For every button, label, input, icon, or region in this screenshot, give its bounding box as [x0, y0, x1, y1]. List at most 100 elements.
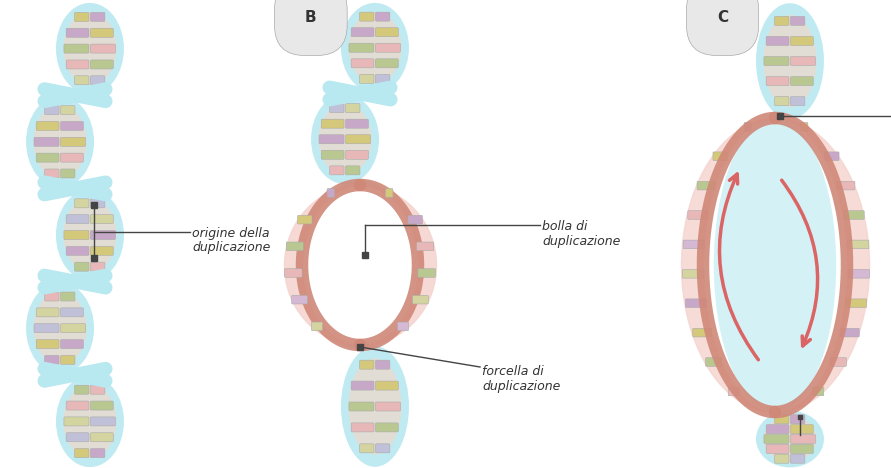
FancyBboxPatch shape	[375, 381, 398, 390]
FancyBboxPatch shape	[417, 242, 434, 251]
FancyBboxPatch shape	[375, 444, 390, 453]
FancyBboxPatch shape	[61, 292, 75, 301]
Ellipse shape	[764, 417, 816, 461]
FancyBboxPatch shape	[91, 28, 113, 37]
Ellipse shape	[311, 95, 379, 184]
Ellipse shape	[318, 103, 372, 175]
FancyBboxPatch shape	[66, 28, 89, 37]
FancyBboxPatch shape	[846, 299, 867, 307]
FancyBboxPatch shape	[75, 76, 89, 85]
FancyBboxPatch shape	[375, 423, 398, 432]
FancyBboxPatch shape	[61, 308, 84, 317]
FancyBboxPatch shape	[766, 37, 789, 45]
Ellipse shape	[756, 3, 824, 119]
FancyBboxPatch shape	[744, 123, 751, 131]
Text: origine della
duplicazione: origine della duplicazione	[192, 227, 270, 255]
FancyBboxPatch shape	[91, 385, 105, 394]
FancyBboxPatch shape	[837, 181, 855, 190]
FancyBboxPatch shape	[688, 211, 708, 219]
FancyBboxPatch shape	[75, 13, 89, 22]
Ellipse shape	[63, 12, 117, 85]
FancyBboxPatch shape	[766, 77, 789, 86]
FancyBboxPatch shape	[349, 43, 374, 52]
FancyBboxPatch shape	[766, 444, 789, 453]
FancyBboxPatch shape	[66, 215, 89, 224]
FancyBboxPatch shape	[790, 415, 805, 424]
FancyBboxPatch shape	[61, 324, 86, 333]
FancyBboxPatch shape	[75, 449, 89, 458]
FancyBboxPatch shape	[790, 16, 805, 25]
Ellipse shape	[56, 376, 124, 467]
FancyBboxPatch shape	[91, 433, 113, 442]
FancyBboxPatch shape	[64, 231, 89, 240]
FancyBboxPatch shape	[764, 434, 789, 444]
FancyBboxPatch shape	[346, 119, 368, 128]
FancyBboxPatch shape	[34, 324, 59, 333]
FancyBboxPatch shape	[386, 189, 393, 197]
FancyBboxPatch shape	[375, 59, 398, 68]
Ellipse shape	[63, 198, 117, 271]
FancyBboxPatch shape	[61, 355, 75, 365]
FancyBboxPatch shape	[683, 270, 704, 278]
FancyBboxPatch shape	[774, 454, 789, 463]
FancyBboxPatch shape	[45, 292, 59, 301]
FancyBboxPatch shape	[312, 322, 323, 330]
FancyBboxPatch shape	[75, 199, 89, 208]
Ellipse shape	[56, 3, 124, 94]
FancyBboxPatch shape	[346, 150, 368, 159]
FancyBboxPatch shape	[64, 44, 89, 53]
FancyBboxPatch shape	[683, 240, 705, 249]
FancyBboxPatch shape	[351, 59, 374, 68]
FancyBboxPatch shape	[351, 381, 374, 390]
FancyBboxPatch shape	[774, 415, 789, 424]
FancyBboxPatch shape	[790, 434, 815, 444]
FancyBboxPatch shape	[790, 454, 805, 463]
FancyBboxPatch shape	[91, 262, 105, 271]
FancyBboxPatch shape	[37, 122, 59, 131]
Ellipse shape	[63, 385, 117, 458]
FancyBboxPatch shape	[848, 270, 870, 278]
FancyBboxPatch shape	[91, 13, 105, 22]
FancyBboxPatch shape	[375, 402, 400, 411]
Ellipse shape	[306, 181, 414, 349]
FancyBboxPatch shape	[327, 189, 334, 197]
FancyBboxPatch shape	[351, 28, 374, 37]
FancyBboxPatch shape	[413, 295, 429, 304]
FancyBboxPatch shape	[351, 423, 374, 432]
FancyBboxPatch shape	[790, 77, 813, 86]
Ellipse shape	[348, 358, 402, 454]
FancyBboxPatch shape	[45, 355, 59, 365]
FancyBboxPatch shape	[75, 262, 89, 271]
FancyBboxPatch shape	[360, 12, 374, 21]
Ellipse shape	[26, 283, 94, 374]
FancyBboxPatch shape	[91, 231, 116, 240]
Ellipse shape	[34, 105, 86, 178]
FancyBboxPatch shape	[408, 215, 422, 224]
Ellipse shape	[764, 15, 816, 107]
FancyBboxPatch shape	[330, 166, 344, 175]
FancyBboxPatch shape	[706, 358, 722, 366]
FancyBboxPatch shape	[360, 74, 374, 83]
FancyBboxPatch shape	[397, 322, 409, 330]
FancyBboxPatch shape	[375, 12, 390, 21]
FancyBboxPatch shape	[830, 358, 846, 366]
Text: B: B	[305, 10, 316, 25]
FancyBboxPatch shape	[825, 152, 839, 161]
FancyBboxPatch shape	[322, 119, 344, 128]
FancyBboxPatch shape	[91, 246, 113, 256]
Text: bolla di
duplicazione: bolla di duplicazione	[542, 220, 620, 248]
FancyBboxPatch shape	[322, 150, 344, 159]
FancyBboxPatch shape	[37, 340, 59, 349]
FancyBboxPatch shape	[418, 269, 436, 278]
FancyBboxPatch shape	[91, 76, 105, 85]
FancyBboxPatch shape	[713, 152, 727, 161]
FancyBboxPatch shape	[284, 269, 302, 278]
FancyBboxPatch shape	[66, 246, 89, 256]
FancyBboxPatch shape	[319, 135, 344, 144]
FancyBboxPatch shape	[844, 211, 864, 219]
Text: forcella di
duplicazione: forcella di duplicazione	[482, 365, 560, 393]
FancyBboxPatch shape	[840, 329, 859, 337]
FancyBboxPatch shape	[697, 181, 715, 190]
FancyBboxPatch shape	[45, 169, 59, 178]
FancyBboxPatch shape	[764, 57, 789, 66]
